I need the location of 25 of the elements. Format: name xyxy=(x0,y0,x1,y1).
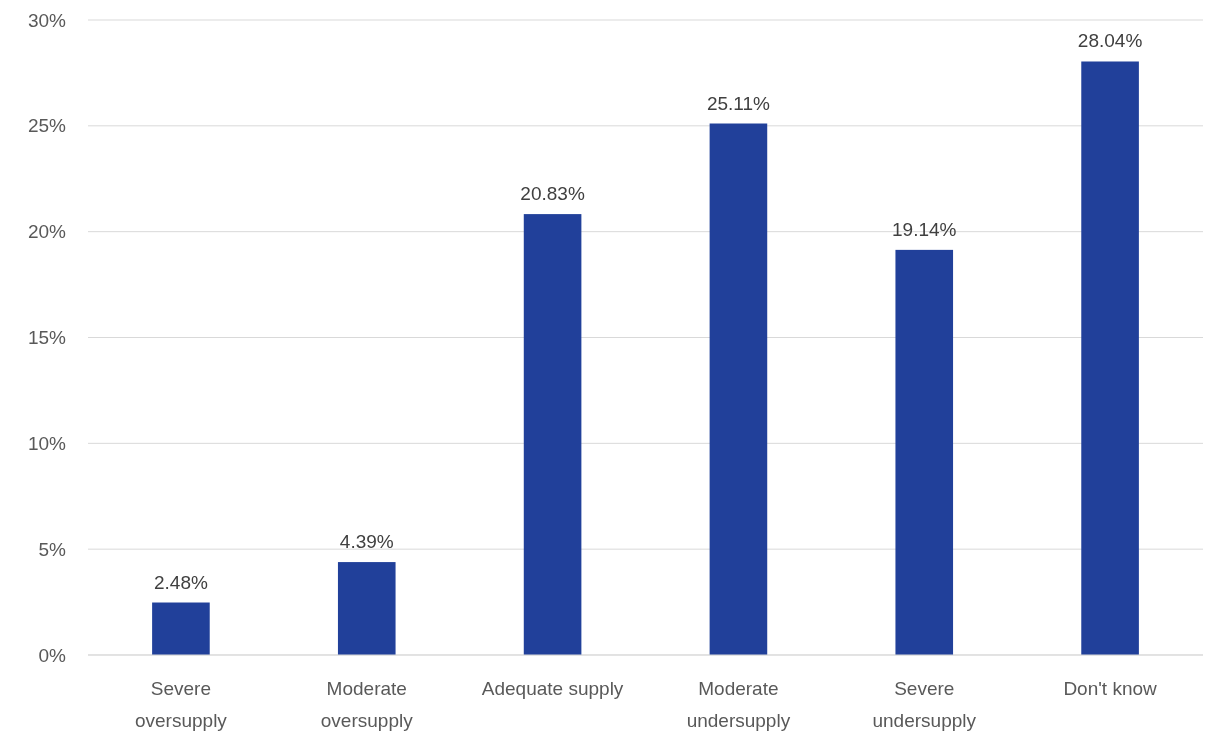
x-tick-label: Severe undersupply xyxy=(872,678,977,731)
y-tick-label: 5% xyxy=(38,538,67,560)
bar xyxy=(709,123,768,655)
y-tick-label: 30% xyxy=(27,9,67,31)
x-tick-label: Adequate supply xyxy=(481,678,624,699)
data-label: 20.83% xyxy=(520,183,585,205)
x-tick-label: Severe oversupply xyxy=(134,678,228,731)
bar xyxy=(523,214,582,655)
y-tick-label: 25% xyxy=(27,115,67,137)
x-tick-label: Moderate undersupply xyxy=(686,678,791,731)
bar xyxy=(1081,61,1139,655)
bar xyxy=(895,249,954,655)
data-label: 25.11% xyxy=(706,92,771,114)
data-label: 4.39% xyxy=(339,531,394,553)
y-tick-label: 0% xyxy=(38,644,67,666)
y-tick-label: 20% xyxy=(27,221,67,243)
x-tick-label: Don't know xyxy=(1063,678,1158,699)
data-label: 19.14% xyxy=(892,218,957,240)
bar xyxy=(152,602,210,655)
data-label: 28.04% xyxy=(1077,30,1143,52)
x-tick-label: Moderate oversupply xyxy=(320,678,414,731)
data-label: 2.48% xyxy=(153,571,208,593)
y-tick-label: 15% xyxy=(27,327,67,349)
y-tick-label: 10% xyxy=(27,432,67,454)
bar xyxy=(337,562,396,655)
